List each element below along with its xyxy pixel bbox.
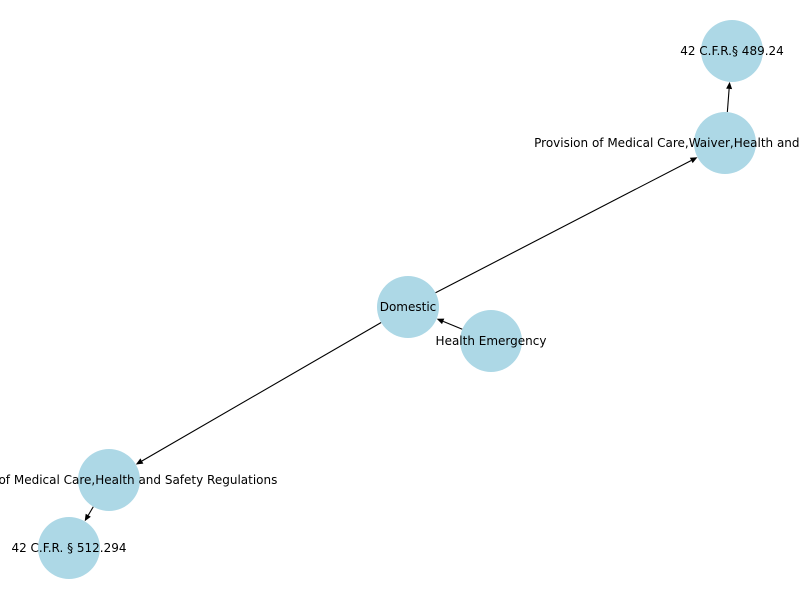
nodes-layer bbox=[38, 20, 763, 579]
edge-n_domestic-to-n_provision_hs bbox=[141, 322, 382, 462]
node-label-provision-of-medical-care-health-and-safety-regulations: Provision of Medical Care,Health and Saf… bbox=[0, 473, 277, 487]
edges-layer bbox=[84, 81, 733, 522]
arrowhead-n_health_emergency-to-n_domestic bbox=[436, 318, 445, 325]
node-label-42-c-f-r-489-24: 42 C.F.R.§ 489.24 bbox=[680, 44, 784, 58]
arrowhead-n_domestic-to-n_provision_waiver bbox=[689, 157, 698, 164]
node-42-c-f-r-512-294[interactable] bbox=[38, 517, 100, 579]
node-health-emergency[interactable] bbox=[460, 310, 522, 372]
node-provision-of-medical-care-health-and-safety-regulations[interactable] bbox=[78, 449, 140, 511]
arrowhead-n_provision_hs-to-n_bottom bbox=[84, 513, 91, 522]
node-42-c-f-r-489-24[interactable] bbox=[701, 20, 763, 82]
node-label-health-emergency: Health Emergency bbox=[436, 334, 547, 348]
node-domestic[interactable] bbox=[377, 276, 439, 338]
arrowhead-n_provision_waiver-to-n_top bbox=[726, 81, 733, 90]
node-label-domestic: Domestic bbox=[380, 300, 437, 314]
edge-n_provision_hs-to-n_bottom bbox=[87, 506, 94, 516]
edge-n_domestic-to-n_provision_waiver bbox=[435, 159, 692, 294]
edge-n_provision_waiver-to-n_top bbox=[726, 88, 730, 113]
edge-n_health_emergency-to-n_domestic bbox=[442, 320, 463, 330]
node-label-provision-of-medical-care-waiver-health-and-safety-regulations: Provision of Medical Care,Waiver,Health … bbox=[534, 136, 800, 150]
node-label-42-c-f-r-512-294: 42 C.F.R. § 512.294 bbox=[11, 541, 126, 555]
arrowhead-n_domestic-to-n_provision_hs bbox=[135, 458, 144, 465]
node-provision-of-medical-care-waiver-health-and-safety-regulations[interactable] bbox=[694, 112, 756, 174]
labels-layer: 42 C.F.R.§ 489.24 Provision of Medical Ca… bbox=[0, 44, 800, 555]
